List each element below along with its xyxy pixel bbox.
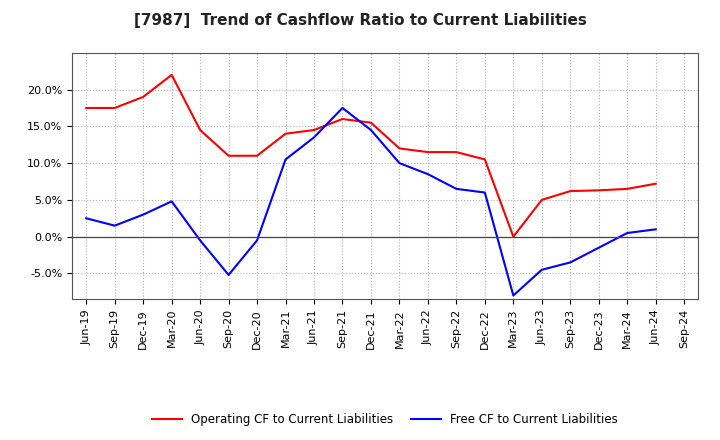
Free CF to Current Liabilities: [310, 135, 318, 140]
Free CF to Current Liabilities: [366, 128, 375, 133]
Legend: Operating CF to Current Liabilities, Free CF to Current Liabilities: Operating CF to Current Liabilities, Fre…: [148, 409, 623, 431]
Free CF to Current Liabilities: [282, 157, 290, 162]
Operating CF to Current Liabilities: [509, 234, 518, 239]
Operating CF to Current Liabilities: [537, 197, 546, 202]
Free CF to Current Liabilities: [652, 227, 660, 232]
Free CF to Current Liabilities: [225, 272, 233, 278]
Operating CF to Current Liabilities: [566, 188, 575, 194]
Free CF to Current Liabilities: [623, 231, 631, 236]
Operating CF to Current Liabilities: [366, 120, 375, 125]
Operating CF to Current Liabilities: [225, 153, 233, 158]
Free CF to Current Liabilities: [82, 216, 91, 221]
Free CF to Current Liabilities: [537, 267, 546, 272]
Free CF to Current Liabilities: [395, 161, 404, 166]
Operating CF to Current Liabilities: [623, 186, 631, 191]
Free CF to Current Liabilities: [423, 172, 432, 177]
Operating CF to Current Liabilities: [480, 157, 489, 162]
Free CF to Current Liabilities: [167, 199, 176, 204]
Operating CF to Current Liabilities: [253, 153, 261, 158]
Free CF to Current Liabilities: [452, 186, 461, 191]
Operating CF to Current Liabilities: [395, 146, 404, 151]
Free CF to Current Liabilities: [595, 245, 603, 250]
Operating CF to Current Liabilities: [167, 72, 176, 77]
Operating CF to Current Liabilities: [652, 181, 660, 187]
Text: [7987]  Trend of Cashflow Ratio to Current Liabilities: [7987] Trend of Cashflow Ratio to Curren…: [134, 13, 586, 28]
Operating CF to Current Liabilities: [282, 131, 290, 136]
Operating CF to Current Liabilities: [82, 105, 91, 110]
Free CF to Current Liabilities: [196, 238, 204, 243]
Operating CF to Current Liabilities: [110, 105, 119, 110]
Free CF to Current Liabilities: [110, 223, 119, 228]
Operating CF to Current Liabilities: [310, 128, 318, 133]
Free CF to Current Liabilities: [253, 238, 261, 243]
Operating CF to Current Liabilities: [452, 150, 461, 155]
Operating CF to Current Liabilities: [595, 188, 603, 193]
Free CF to Current Liabilities: [338, 105, 347, 110]
Line: Free CF to Current Liabilities: Free CF to Current Liabilities: [86, 108, 656, 296]
Line: Operating CF to Current Liabilities: Operating CF to Current Liabilities: [86, 75, 656, 237]
Free CF to Current Liabilities: [139, 212, 148, 217]
Operating CF to Current Liabilities: [423, 150, 432, 155]
Operating CF to Current Liabilities: [139, 94, 148, 99]
Free CF to Current Liabilities: [566, 260, 575, 265]
Operating CF to Current Liabilities: [196, 128, 204, 133]
Free CF to Current Liabilities: [509, 293, 518, 298]
Operating CF to Current Liabilities: [338, 116, 347, 121]
Free CF to Current Liabilities: [480, 190, 489, 195]
